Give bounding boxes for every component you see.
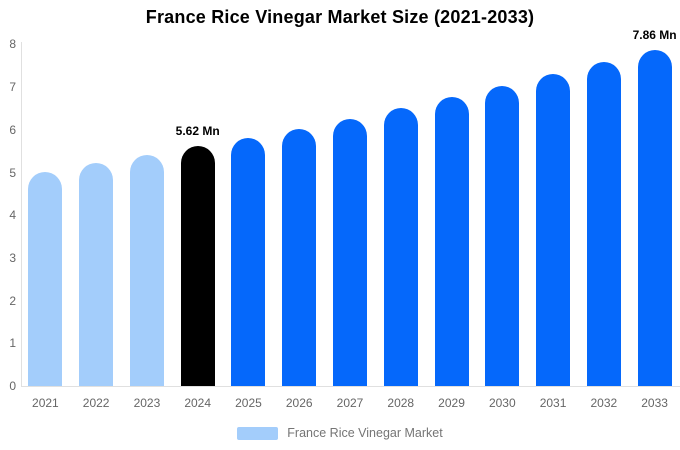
x-axis-label-2027: 2027 bbox=[336, 396, 364, 410]
chart-title: France Rice Vinegar Market Size (2021-20… bbox=[145, 7, 535, 27]
y-axis-tick-label-6: 6 bbox=[9, 122, 16, 137]
x-axis-label-2022: 2022 bbox=[82, 396, 110, 410]
bar-2031[interactable] bbox=[536, 74, 571, 386]
y-axis-tick-label-7: 7 bbox=[9, 80, 16, 95]
x-axis-label-2032: 2032 bbox=[590, 396, 618, 410]
x-axis-label-2021: 2021 bbox=[32, 396, 59, 410]
x-axis-label-2023: 2023 bbox=[133, 396, 161, 410]
bar-2027[interactable] bbox=[333, 118, 367, 386]
bar-2024[interactable] bbox=[180, 146, 215, 386]
y-axis-tick-label-4: 4 bbox=[9, 208, 16, 223]
x-axis-label-2033: 2033 bbox=[641, 396, 668, 410]
bar-2030[interactable] bbox=[485, 86, 520, 386]
bar-2028[interactable] bbox=[383, 108, 418, 386]
y-axis-tick-label-0: 0 bbox=[9, 379, 16, 393]
x-axis-label-2029: 2029 bbox=[438, 396, 465, 410]
y-axis-tick-label-1: 1 bbox=[9, 336, 16, 351]
bar-2033[interactable] bbox=[637, 50, 672, 386]
data-label-2024: 5.62 Mn bbox=[175, 124, 220, 139]
y-axis-tick-label-2: 2 bbox=[9, 293, 16, 308]
x-axis-label-2028: 2028 bbox=[387, 396, 415, 410]
bar-2029[interactable] bbox=[434, 97, 469, 386]
bar-2032[interactable] bbox=[586, 62, 621, 386]
legend-label: France Rice Vinegar Market bbox=[287, 426, 443, 440]
x-axis-label-2026: 2026 bbox=[285, 396, 313, 410]
x-axis-line bbox=[21, 386, 680, 387]
x-axis-label-2030: 2030 bbox=[488, 396, 516, 410]
y-axis-tick-label-8: 8 bbox=[9, 37, 16, 52]
x-axis-label-2025: 2025 bbox=[235, 396, 262, 410]
bar-2026[interactable] bbox=[282, 128, 317, 386]
data-label-2033: 7.86 Mn bbox=[632, 28, 677, 43]
bar-2022[interactable] bbox=[79, 162, 114, 386]
bar-2021[interactable] bbox=[28, 171, 63, 386]
bar-2023[interactable] bbox=[129, 154, 164, 386]
y-axis-tick-label-3: 3 bbox=[9, 250, 16, 265]
legend[interactable]: France Rice Vinegar Market bbox=[0, 426, 680, 440]
x-axis-label-2031: 2031 bbox=[539, 396, 567, 410]
y-axis-tick-label-5: 5 bbox=[9, 165, 16, 180]
x-axis-label-2024: 2024 bbox=[184, 396, 212, 410]
bar-2025[interactable] bbox=[231, 138, 266, 386]
legend-swatch-icon bbox=[237, 426, 279, 440]
y-axis-line bbox=[21, 42, 22, 387]
